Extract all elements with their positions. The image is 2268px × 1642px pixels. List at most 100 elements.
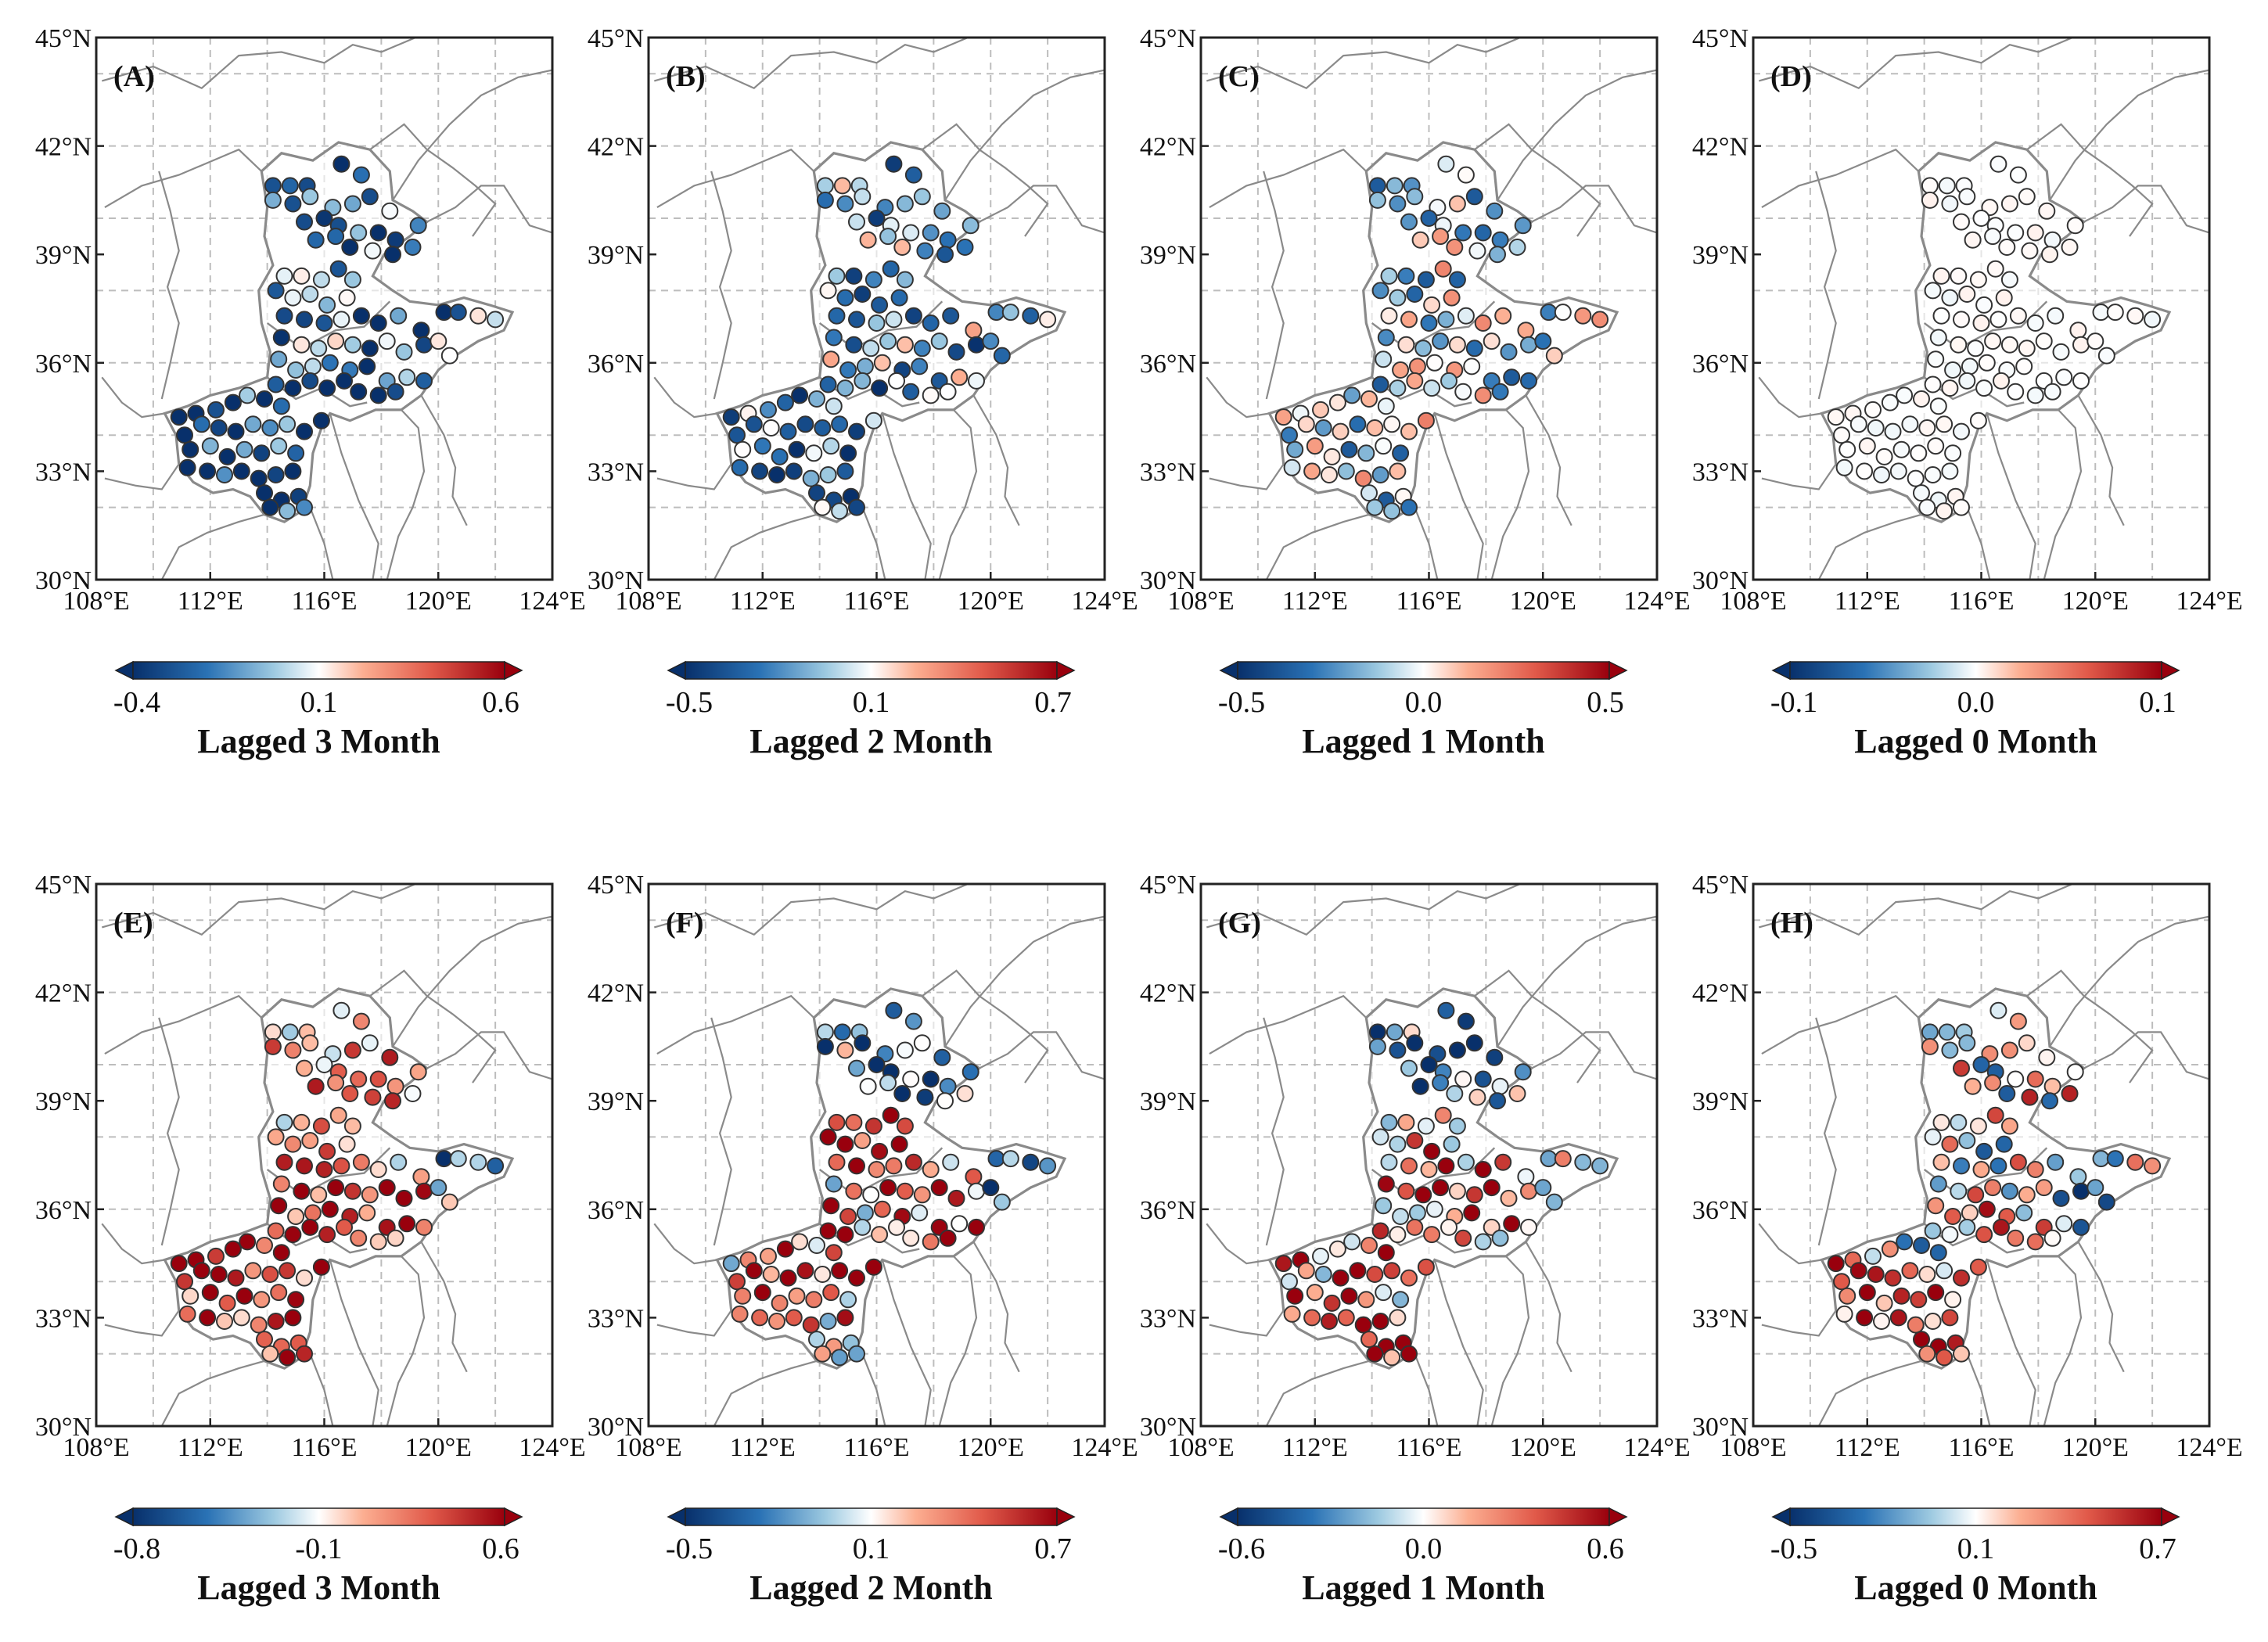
station-marker [250,469,268,487]
station-marker [1972,210,1990,227]
station-marker [745,1262,763,1280]
panel-label: (C) [1218,60,1260,93]
station-marker [1927,437,1945,455]
station-marker [440,1193,458,1211]
province-border [1265,513,1370,580]
station-marker [310,340,328,358]
station-marker [1283,458,1301,476]
station-marker [1366,1266,1384,1283]
province-border [369,123,497,237]
station-marker [2015,1204,2033,1222]
station-marker [831,1349,849,1367]
station-marker [836,1226,854,1244]
station-marker [1371,1222,1389,1240]
station-marker [1022,307,1040,325]
station-marker [2000,336,2018,354]
station-marker [1540,1150,1558,1168]
station-marker [771,1294,789,1312]
lon-tick-label: 116°E [843,587,909,616]
station-marker [1858,437,1876,455]
station-marker [244,1262,262,1280]
station-marker [1332,422,1350,440]
station-marker [848,498,865,516]
station-marker [1984,1074,2002,1092]
lon-tick-label: 108°E [1167,587,1234,616]
station-marker [1446,239,1464,256]
lat-tick-label: 30°N [1692,566,1749,595]
station-marker [352,166,370,184]
station-marker [1474,314,1492,332]
station-marker [1545,1193,1563,1211]
station-marker [896,1182,914,1200]
lon-tick-label: 112°E [1282,587,1348,616]
station-marker [2097,347,2115,365]
station-marker [930,1179,948,1197]
lat-tick-label: 33°N [35,458,92,487]
station-marker [398,1215,416,1233]
province-border [979,1031,1105,1080]
station-marker [1371,466,1389,483]
station-marker [1397,1113,1415,1131]
station-marker [1944,1291,1962,1309]
lat-tick-label: 30°N [35,566,92,595]
colorbar-gradient [132,1507,505,1526]
station-marker [1483,332,1501,350]
station-marker [1856,1309,1874,1327]
province-border [1405,1353,1439,1427]
station-marker [315,1056,333,1073]
station-marker [332,1157,350,1175]
station-marker [768,466,785,483]
station-marker [275,307,293,325]
colorbar-max-extension [504,660,523,681]
station-marker [1386,1023,1404,1041]
station-marker [814,1345,832,1363]
lon-tick-label: 120°E [405,587,472,616]
station-marker [1389,462,1407,480]
station-marker [1437,1001,1455,1019]
station-marker [1995,1135,2013,1153]
station-marker [1961,358,1979,375]
station-marker [296,422,313,440]
colorbar-mid-label: 0.0 [1405,1532,1443,1565]
station-marker [199,462,217,480]
station-marker [235,1287,253,1305]
station-marker [336,372,353,390]
colorbar-mid-label: 0.1 [1957,1532,1995,1565]
station-marker [845,1113,863,1131]
station-marker [207,1247,225,1265]
station-marker [776,1240,794,1258]
station-marker [854,372,872,390]
station-marker [1918,1345,1936,1363]
lon-tick-label: 120°E [958,587,1024,616]
colorbar-mid-label: 0.1 [853,686,890,719]
station-marker [1929,1244,1947,1262]
station-marker [1958,188,1976,206]
station-marker [1423,379,1441,397]
station-marker [1400,422,1418,440]
station-marker [1500,343,1518,361]
province-border [2043,409,2083,580]
province-border [1761,1310,1837,1337]
station-marker [956,1085,974,1102]
station-marker [1964,231,1982,249]
station-marker [942,307,960,325]
station-marker [182,440,199,458]
province-border [1817,1360,1922,1427]
station-marker [343,271,361,289]
station-marker [2106,304,2124,322]
station-marker [1448,1117,1466,1135]
station-marker [343,1117,361,1135]
station-marker [192,415,210,433]
station-marker [2026,224,2044,242]
lat-tick-label: 39°N [35,1087,92,1116]
station-marker [785,1309,803,1327]
station-marker [1389,1226,1407,1244]
colorbar-max-extension [1056,660,1076,681]
station-marker [1984,332,2002,350]
station-marker [1383,1349,1401,1367]
colorbar: -0.5 0.1 0.7 Lagged 0 Month [1770,1507,2180,1607]
station-marker [2072,372,2090,390]
lat-tick-label: 42°N [35,979,92,1008]
station-marker [1420,314,1438,332]
